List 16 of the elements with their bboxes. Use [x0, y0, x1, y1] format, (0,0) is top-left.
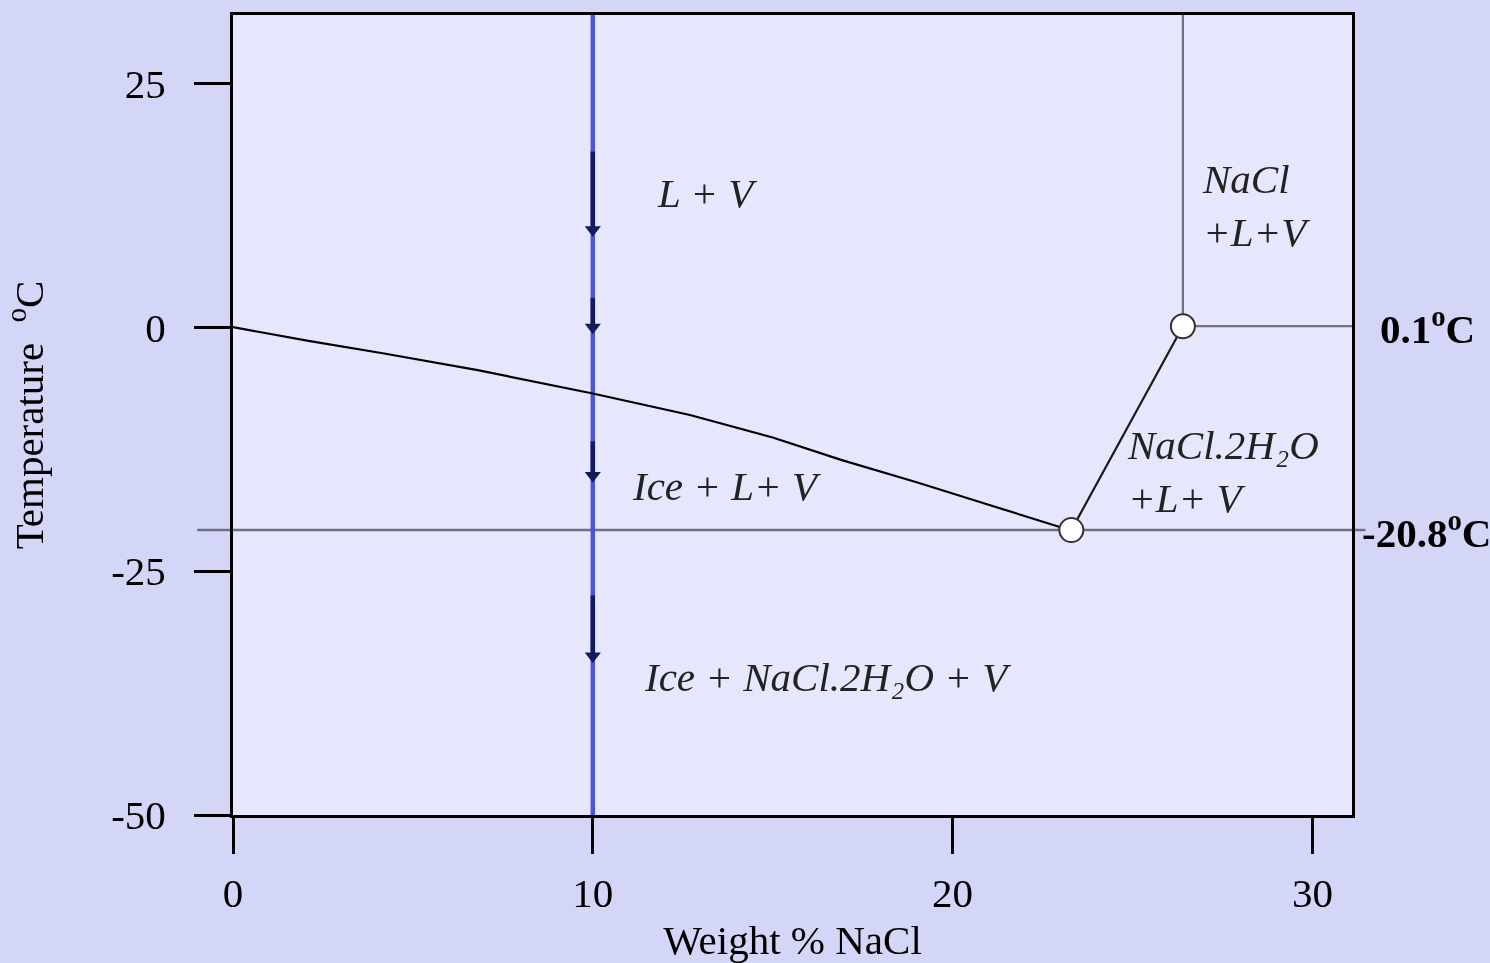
x-tick-label: 30	[1291, 870, 1333, 917]
y-tick-label: -25	[111, 548, 166, 595]
series-label: 0.1$^{o}$C	[1380, 300, 1476, 353]
x-axis-title: Weight % NaCl	[663, 917, 922, 963]
annotation: NaCl.2H₂O +L+ V	[1127, 422, 1319, 522]
y-tick-label: -50	[111, 792, 166, 839]
x-tick-label: 10	[572, 870, 614, 917]
ref-line-label: -20.8$^{o}$C	[1362, 504, 1490, 557]
x-tick-label: 0	[222, 870, 244, 917]
y-tick-label: 25	[124, 60, 166, 107]
annotation: L + V	[657, 170, 758, 216]
annotation: Ice + L+ V	[632, 463, 821, 509]
x-tick-label: 20	[932, 870, 974, 917]
y-tick-label: 0	[145, 304, 166, 351]
annotation: NaCl +L+V	[1202, 156, 1311, 256]
annotation: Ice + NaCl.2H₂O + V	[644, 654, 1012, 700]
